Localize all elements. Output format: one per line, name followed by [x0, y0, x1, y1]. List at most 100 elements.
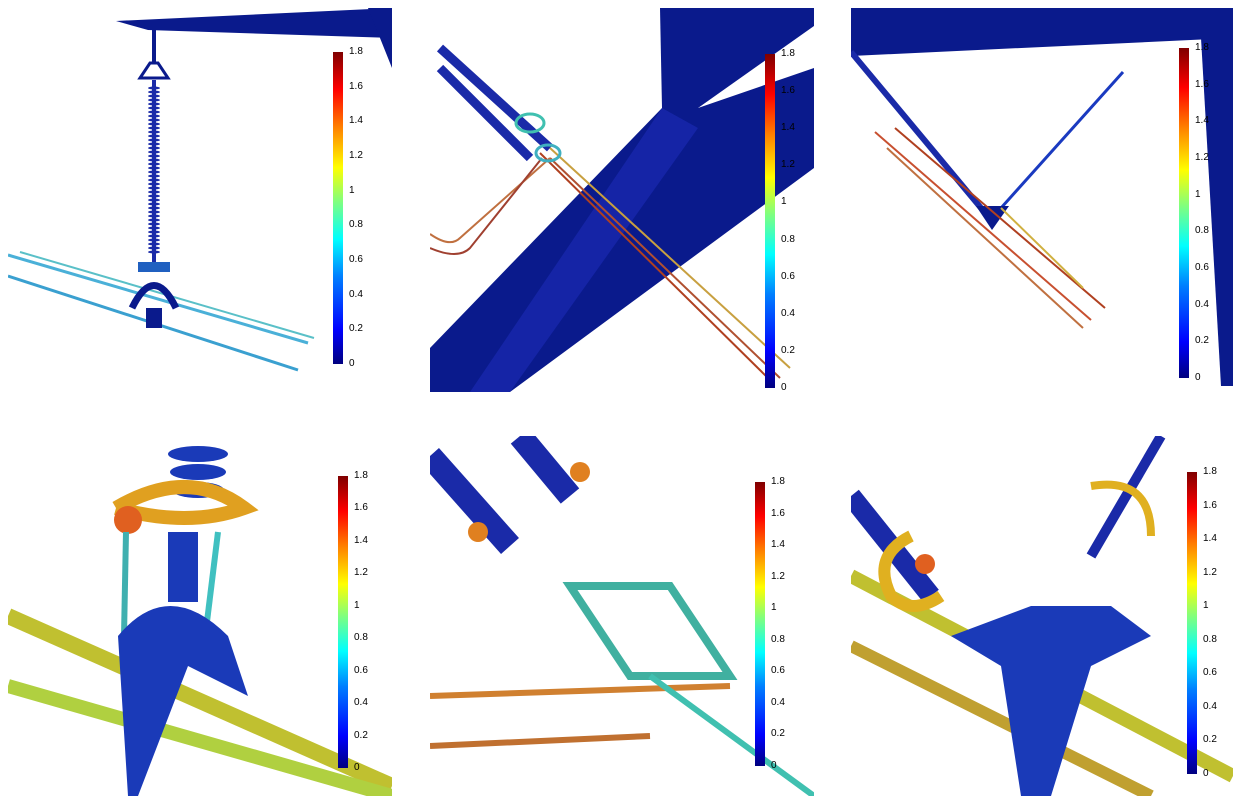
crossarm	[116, 8, 392, 38]
insulator-shed	[148, 114, 160, 118]
tension-string-overview-scene	[430, 8, 814, 392]
v-string-detail-scene	[851, 436, 1233, 796]
insulator-shed	[148, 226, 160, 230]
colorbar-tick-label: 0.4	[354, 697, 368, 709]
colorbar-tick-label: 0	[349, 358, 355, 369]
colorbar-tick-label: 1.6	[354, 502, 368, 514]
tension-string-detail-scene	[430, 436, 814, 796]
colorbar-tick-label: 0.8	[781, 233, 795, 245]
colorbar-tick-label: 1.6	[1203, 499, 1217, 511]
jumper	[430, 683, 731, 699]
insulator-shed	[148, 170, 160, 174]
colorbar-gradient	[338, 476, 348, 768]
insulator-shed	[148, 234, 160, 238]
colorbar-tick-label: 1.8	[1203, 466, 1217, 477]
colorbar-tick-label: 0.4	[349, 288, 363, 300]
colorbar-tick-label: 1.8	[771, 476, 785, 487]
insulator-shed	[148, 110, 160, 114]
insulator-right	[999, 70, 1125, 210]
colorbar-tick-label: 1.2	[781, 159, 795, 171]
insulator-shed	[148, 166, 160, 170]
insulator-shed	[148, 118, 160, 122]
grading-ring	[878, 530, 945, 612]
insulator-shed	[148, 222, 160, 226]
insulator-shed	[148, 130, 160, 134]
insulator-shed	[148, 206, 160, 210]
colorbar-tick-label: 1.2	[1203, 566, 1217, 578]
colorbar-tick-label: 0	[354, 762, 360, 773]
colorbar-tick-label: 1	[781, 196, 787, 208]
colorbar-tick-label: 0.2	[1203, 734, 1217, 746]
colorbar-tick-label: 0.8	[1203, 633, 1217, 645]
crossarm	[851, 8, 1233, 56]
colorbar-tick-label: 1.2	[349, 150, 363, 161]
colorbar-tick-label: 0.6	[349, 254, 363, 265]
conductor	[648, 673, 814, 796]
colorbar-tick-label: 1.4	[781, 122, 795, 134]
colorbar: 1.8 1.6 1.4 1.2 1 0.8 0.6 0.4 0.2 0	[755, 477, 801, 771]
colorbar-tick-label: 0	[781, 382, 787, 393]
colorbar-tick-label: 1.6	[1195, 78, 1209, 90]
colorbar-tick-label: 0.6	[354, 664, 368, 676]
conductor	[549, 147, 791, 369]
yoke	[128, 282, 180, 310]
panel-tension-string-overview: 1.8 1.6 1.4 1.2 1 0.8 0.6 0.4 0.2 0	[430, 8, 814, 392]
colorbar-tick-label: 1.8	[354, 470, 368, 481]
colorbar-tick-label: 0.6	[1195, 262, 1209, 273]
v-string-overview-scene	[851, 8, 1233, 386]
insulator-shed	[148, 98, 160, 102]
insulator-shed	[148, 86, 160, 90]
panel-v-string-detail: 1.8 1.6 1.4 1.2 1 0.8 0.6 0.4 0.2 0	[851, 436, 1233, 796]
colorbar-tick-label: 1.6	[781, 85, 795, 97]
colorbar-tick-label: 1.6	[771, 507, 785, 519]
colorbar-gradient	[333, 52, 343, 364]
colorbar-gradient	[755, 482, 765, 766]
insulator-shed	[148, 94, 160, 98]
insulator-shed	[148, 202, 160, 206]
colorbar-gradient	[765, 54, 775, 388]
colorbar-tick-label: 1.8	[349, 46, 363, 57]
i-string-detail-scene	[8, 446, 392, 796]
insulator-shed	[148, 150, 160, 154]
colorbar-gradient	[1187, 472, 1197, 774]
insulator-shed	[148, 142, 160, 146]
insulator-shed	[148, 186, 160, 190]
colorbar-tick-label: 0.4	[1203, 700, 1217, 712]
conductor	[8, 608, 392, 794]
colorbar-tick-label: 0.2	[1195, 335, 1209, 347]
colorbar-tick-label: 0.2	[354, 729, 368, 741]
colorbar-tick-label: 0.8	[1195, 225, 1209, 237]
insulator-shed	[148, 122, 160, 126]
colorbar-tick-label: 1.4	[354, 534, 368, 546]
tower-leg	[660, 8, 814, 108]
colorbar-tick-label: 0.8	[771, 633, 785, 645]
ring-end	[114, 506, 142, 534]
colorbar-tick-label: 1.2	[771, 570, 785, 582]
yoke-frame	[562, 582, 738, 680]
colorbar-tick-label: 0.2	[771, 728, 785, 740]
colorbar-tick-label: 1	[349, 184, 355, 196]
conductor	[8, 253, 309, 345]
panel-i-string-detail: 1.8 1.6 1.4 1.2 1 0.8 0.6 0.4 0.2 0	[8, 436, 392, 796]
insulator-shed	[148, 102, 160, 106]
insulator-shed	[148, 146, 160, 150]
colorbar: 1.8 1.6 1.4 1.2 1 0.8 0.6 0.4 0.2 0	[338, 471, 378, 773]
panel-v-string-overview: 1.8 1.6 1.4 1.2 1 0.8 0.6 0.4 0.2 0	[851, 8, 1233, 386]
insulator-shed	[148, 230, 160, 234]
insulator-shed	[148, 158, 160, 162]
colorbar-tick-label: 1.4	[1195, 115, 1209, 127]
colorbar-tick-label: 0	[771, 760, 777, 771]
colorbar: 1.8 1.6 1.4 1.2 1 0.8 0.6 0.4 0.2 0	[333, 47, 373, 369]
colorbar-tick-label: 1.2	[1195, 152, 1209, 163]
jumper	[430, 157, 551, 244]
colorbar-tick-label: 1	[1203, 600, 1209, 612]
colorbar-tick-label: 0.6	[1203, 667, 1217, 679]
colorbar-tick-label: 1.6	[349, 80, 363, 92]
insulator-string	[148, 80, 160, 263]
insulator	[430, 448, 519, 554]
grading-ring	[112, 480, 259, 525]
colorbar-tick-label: 1.4	[349, 115, 363, 127]
insulator-shed	[148, 178, 160, 182]
insulator-shed	[148, 210, 160, 214]
colorbar: 1.8 1.6 1.4 1.2 1 0.8 0.6 0.4 0.2 0	[1179, 43, 1219, 383]
